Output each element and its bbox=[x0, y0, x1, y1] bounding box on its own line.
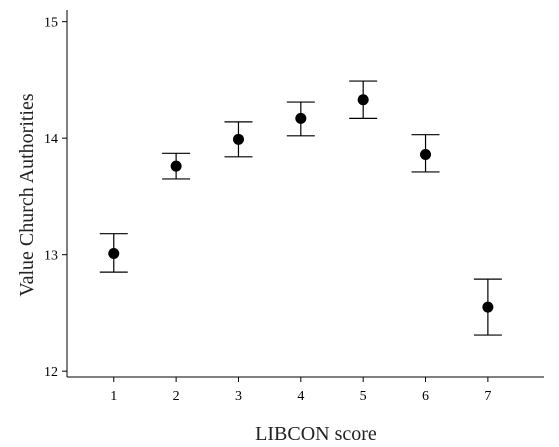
data-marks bbox=[99, 80, 502, 336]
x-tick-label: 1 bbox=[110, 389, 117, 404]
y-tick-label: 15 bbox=[44, 16, 58, 31]
x-tick-label: 6 bbox=[422, 389, 429, 404]
y-tick-label: 12 bbox=[44, 365, 58, 380]
axes bbox=[66, 10, 544, 378]
data-point bbox=[357, 94, 369, 106]
x-axis-title: LIBCON score bbox=[255, 423, 377, 445]
x-tick-label: 2 bbox=[173, 389, 180, 404]
x-tick-label: 4 bbox=[297, 389, 304, 404]
data-point bbox=[232, 133, 244, 145]
x-tick-label: 5 bbox=[360, 389, 367, 404]
x-tick-label: 7 bbox=[484, 389, 491, 404]
data-point bbox=[108, 248, 120, 260]
y-tick-label: 13 bbox=[44, 249, 58, 264]
x-tick-label: 3 bbox=[235, 389, 242, 404]
y-axis-title: Value Church Authorities bbox=[16, 93, 38, 297]
y-tick-label: 14 bbox=[44, 132, 58, 147]
data-point bbox=[295, 112, 307, 124]
data-point bbox=[420, 148, 432, 160]
data-point bbox=[482, 301, 494, 313]
data-point bbox=[170, 160, 182, 172]
